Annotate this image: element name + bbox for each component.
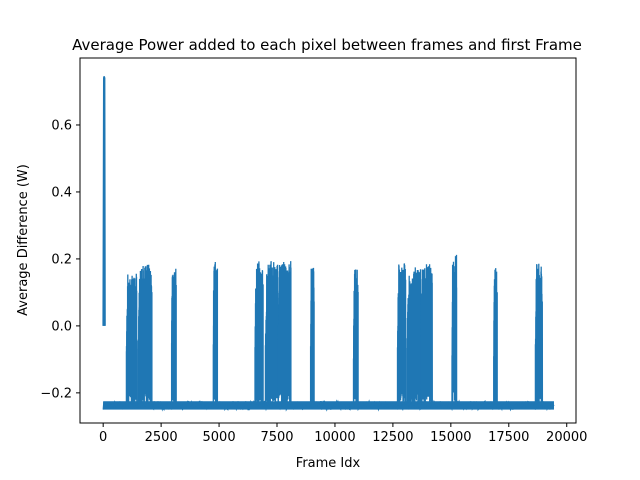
series-baseline-noise [103, 401, 554, 410]
series-burst [170, 268, 177, 405]
plot-frame [79, 57, 577, 424]
x-tick-label: 10000 [314, 430, 355, 445]
x-axis-label: Frame Idx [296, 456, 361, 471]
x-tick-label: 7500 [260, 430, 293, 445]
x-tick-label: 2500 [145, 430, 178, 445]
series-layer [102, 76, 555, 412]
series-burst [125, 273, 138, 405]
y-ticks: −0.2 0.0 0.2 0.4 0.6 [40, 118, 80, 401]
x-tick-label: 12500 [372, 430, 413, 445]
x-tick-label: 15000 [430, 430, 471, 445]
series-burst [451, 254, 458, 405]
series-baseline [102, 399, 555, 412]
y-tick-label: 0.6 [51, 118, 72, 133]
x-tick-label: 0 [99, 430, 107, 445]
series-burst [277, 261, 292, 405]
series-burst [254, 261, 264, 405]
series-burst [420, 264, 433, 405]
y-tick-label: −0.2 [40, 386, 72, 401]
x-tick-label: 17500 [488, 430, 529, 445]
x-tick-label: 20000 [546, 430, 587, 445]
series-burst [264, 261, 279, 405]
series-burst [212, 261, 219, 405]
series-burst [352, 269, 359, 405]
x-ticks: 0 2500 5000 7500 10000 12500 15000 17500 20000 [99, 423, 587, 445]
y-tick-label: 0.0 [51, 319, 72, 334]
series-burst [534, 263, 544, 405]
y-tick-label: 0.2 [51, 252, 72, 267]
chart-title: Average Power added to each pixel betwee… [72, 36, 582, 54]
series-initial-spike [102, 76, 106, 326]
x-tick-label: 5000 [203, 430, 236, 445]
series-burst [309, 267, 315, 405]
series-burst [396, 263, 407, 405]
series-burst [137, 264, 153, 405]
series-burst [406, 267, 422, 405]
series-burst [493, 268, 498, 405]
y-axis-label: Average Difference (W) [16, 164, 31, 316]
y-tick-label: 0.4 [51, 185, 72, 200]
